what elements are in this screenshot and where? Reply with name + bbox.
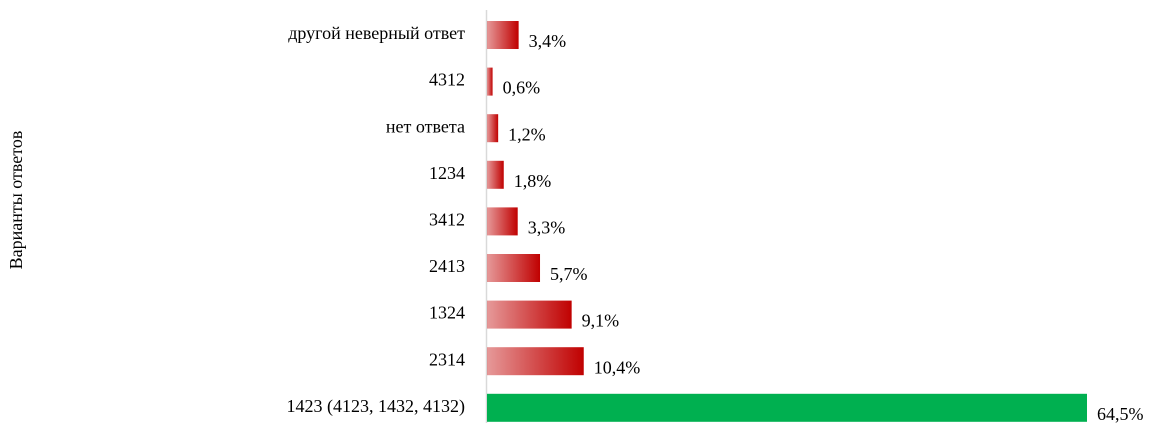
value-label: 3,3% [528,218,566,238]
value-label: 9,1% [582,311,620,331]
bar [487,160,504,189]
category-label: 1324 [429,303,465,323]
value-label: 64,5% [1097,404,1144,423]
value-label: 1,2% [508,124,546,144]
bar [487,254,541,282]
bar [487,21,519,49]
value-label: 5,7% [550,264,588,284]
category-label: 2314 [429,349,465,369]
bar [487,67,493,96]
y-axis-label: Варианты ответов [6,131,26,270]
value-label: 10,4% [594,357,641,377]
category-label: 4312 [429,70,465,90]
category-label: 3412 [429,210,465,230]
bar [487,393,1087,422]
bar [487,207,518,236]
bar [487,114,499,143]
category-label: нет ответа [386,116,465,136]
value-label: 3,4% [529,31,567,51]
bar [487,347,584,376]
value-label: 1,8% [514,171,552,191]
category-label: 2413 [429,256,465,276]
value-label: 0,6% [503,78,541,98]
category-label: 1423 (4123, 1432, 4132) [287,396,466,417]
category-label: 1234 [429,163,465,183]
category-label: другой неверный ответ [288,23,465,43]
bar [487,300,572,329]
